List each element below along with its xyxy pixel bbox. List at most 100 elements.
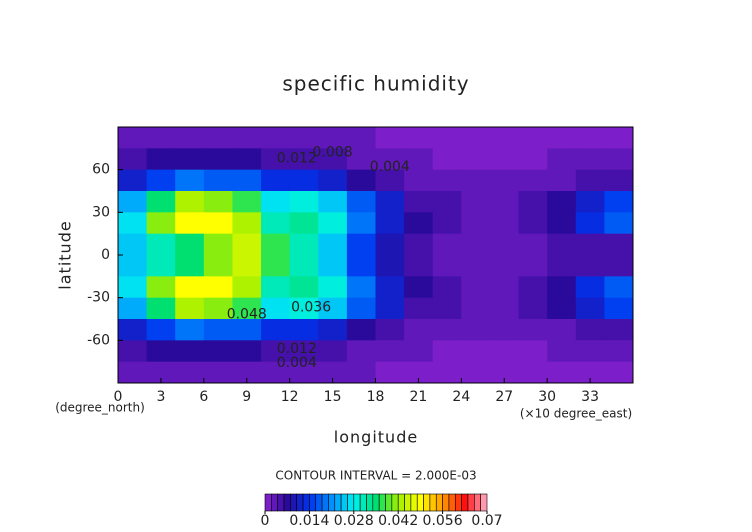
colorbar-segment [309, 493, 317, 512]
cell [318, 255, 348, 277]
cell [146, 191, 176, 213]
cell [232, 276, 262, 299]
cell [346, 233, 376, 256]
cell [604, 233, 634, 256]
cell [118, 340, 148, 363]
cell [461, 297, 491, 320]
cell [547, 148, 577, 171]
cell [547, 233, 577, 256]
cell [604, 255, 634, 277]
cell [146, 276, 176, 299]
cell [575, 255, 605, 277]
cell [547, 191, 577, 213]
cell [289, 233, 319, 256]
cell [489, 361, 520, 384]
colorbar-segment [435, 493, 443, 512]
cell [118, 233, 148, 256]
cell [575, 212, 605, 235]
cell [375, 169, 405, 192]
cell [289, 255, 319, 277]
y-tick-label: 60 [92, 162, 110, 178]
colorbar-segment [385, 493, 393, 512]
cell [261, 255, 291, 277]
cell [318, 319, 348, 341]
cell [432, 127, 462, 149]
cell [404, 255, 434, 277]
cell [547, 297, 577, 320]
cell [289, 148, 319, 171]
cell [461, 169, 491, 192]
cell [432, 361, 462, 384]
cell [261, 169, 291, 192]
colorbar-segment [372, 493, 380, 512]
colorbar-segment [271, 493, 278, 512]
cell [375, 127, 405, 149]
cell [318, 340, 348, 363]
cell [232, 255, 262, 277]
cell [175, 255, 205, 277]
cell [175, 212, 205, 235]
cell [118, 297, 148, 320]
cell [547, 276, 577, 299]
cell [289, 169, 319, 192]
contour-label: 0.048 [227, 307, 267, 323]
cell [346, 319, 376, 341]
cell [404, 233, 434, 256]
colorbar-segment [334, 493, 342, 512]
colorbar-segment [378, 493, 386, 512]
cell [489, 233, 520, 256]
contour-label: 0.012 [277, 341, 317, 357]
cell [575, 148, 605, 171]
cell [547, 340, 577, 363]
cell [175, 319, 205, 341]
cell [461, 212, 491, 235]
cell [375, 361, 405, 384]
cell [318, 297, 348, 320]
cell [604, 297, 634, 320]
cell [375, 148, 405, 171]
colorbar-segment [353, 493, 361, 512]
cell [461, 276, 491, 299]
contour-label: 0.004 [370, 159, 410, 175]
cell [261, 191, 291, 213]
cell [604, 361, 634, 384]
contour-label: 0.004 [277, 355, 317, 371]
cell [604, 340, 634, 363]
cell [118, 255, 148, 277]
cell [146, 169, 176, 192]
cell [604, 319, 634, 341]
cell [261, 319, 291, 341]
cell [404, 169, 434, 192]
cell [318, 212, 348, 235]
contour-interval: CONTOUR INTERVAL = 2.000E-03 [275, 469, 476, 483]
cell [146, 361, 176, 384]
cell [375, 340, 405, 363]
y-tick-label: 30 [92, 204, 110, 220]
cell [146, 297, 176, 320]
cell [232, 233, 262, 256]
x-tick-label: 3 [156, 389, 165, 405]
cell [547, 361, 577, 384]
cell [432, 276, 462, 299]
cell [575, 127, 605, 149]
cell [432, 233, 462, 256]
x-tick-label: 15 [324, 389, 342, 405]
cell [375, 191, 405, 213]
cell [261, 297, 291, 320]
colorbar-segment [347, 493, 355, 512]
cell [547, 255, 577, 277]
cell [375, 276, 405, 299]
cell [518, 212, 548, 235]
cell [318, 191, 348, 213]
cell [203, 361, 233, 384]
contour-label: 0.008 [313, 145, 353, 161]
cell [203, 319, 233, 341]
cell [118, 191, 148, 213]
cell [175, 191, 205, 213]
cell [575, 191, 605, 213]
cell [432, 340, 462, 363]
y-unit: (degree_north) [55, 401, 145, 415]
x-tick-label: 6 [199, 389, 208, 405]
colorbar-segment [328, 493, 336, 512]
